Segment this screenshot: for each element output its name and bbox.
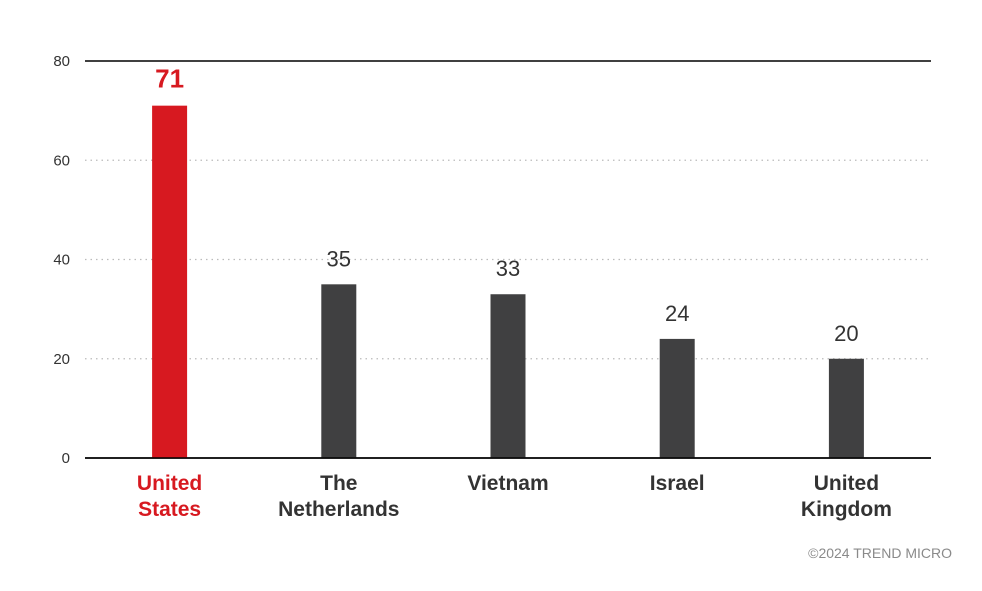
bar [321, 284, 357, 458]
bar [490, 294, 526, 458]
data-label: 24 [665, 301, 689, 326]
data-label: 33 [496, 256, 520, 281]
y-tick-label: 80 [53, 53, 70, 70]
y-tick-label: 60 [53, 152, 70, 169]
bar [659, 338, 695, 458]
data-label: 35 [327, 246, 351, 271]
x-tick-label: Vietnam [467, 472, 548, 495]
x-tick-label: United States [137, 472, 202, 521]
data-label: 20 [834, 321, 858, 346]
x-tick-label: United Kingdom [801, 472, 892, 521]
x-tick-label: Israel [650, 472, 705, 495]
copyright-footer: ©2024 TREND MICRO [808, 545, 952, 561]
data-label: 71 [155, 64, 184, 94]
y-tick-label: 0 [62, 450, 70, 467]
bar [152, 105, 188, 458]
y-tick-label: 40 [53, 252, 70, 269]
x-tick-label: The Netherlands [278, 472, 399, 521]
y-tick-label: 20 [53, 351, 70, 368]
bar [828, 358, 864, 458]
